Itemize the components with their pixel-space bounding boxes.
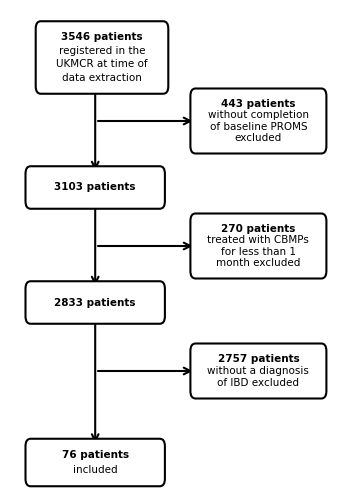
Text: for less than 1: for less than 1 — [221, 247, 296, 257]
FancyBboxPatch shape — [190, 88, 326, 154]
Text: registered in the: registered in the — [59, 46, 145, 56]
Text: UKMCR at time of: UKMCR at time of — [56, 59, 148, 69]
Text: of IBD excluded: of IBD excluded — [217, 378, 300, 388]
Text: without a diagnosis: without a diagnosis — [207, 366, 309, 376]
Text: 3546 patients: 3546 patients — [61, 32, 143, 42]
Text: 2833 patients: 2833 patients — [54, 298, 136, 308]
Text: without completion: without completion — [208, 110, 309, 120]
FancyBboxPatch shape — [36, 21, 168, 94]
Text: 443 patients: 443 patients — [221, 98, 296, 108]
Text: 2757 patients: 2757 patients — [218, 354, 299, 364]
Text: treated with CBMPs: treated with CBMPs — [207, 235, 309, 245]
FancyBboxPatch shape — [190, 344, 326, 398]
Text: month excluded: month excluded — [216, 258, 301, 268]
FancyBboxPatch shape — [190, 214, 326, 278]
Text: 76 patients: 76 patients — [62, 450, 129, 460]
Text: of baseline PROMS: of baseline PROMS — [209, 122, 307, 132]
FancyBboxPatch shape — [26, 281, 165, 324]
Text: data extraction: data extraction — [62, 72, 142, 83]
Text: 270 patients: 270 patients — [221, 224, 295, 234]
FancyBboxPatch shape — [26, 166, 165, 209]
Text: 3103 patients: 3103 patients — [54, 182, 136, 192]
FancyBboxPatch shape — [26, 439, 165, 486]
Text: included: included — [73, 464, 118, 474]
Text: excluded: excluded — [235, 134, 282, 143]
